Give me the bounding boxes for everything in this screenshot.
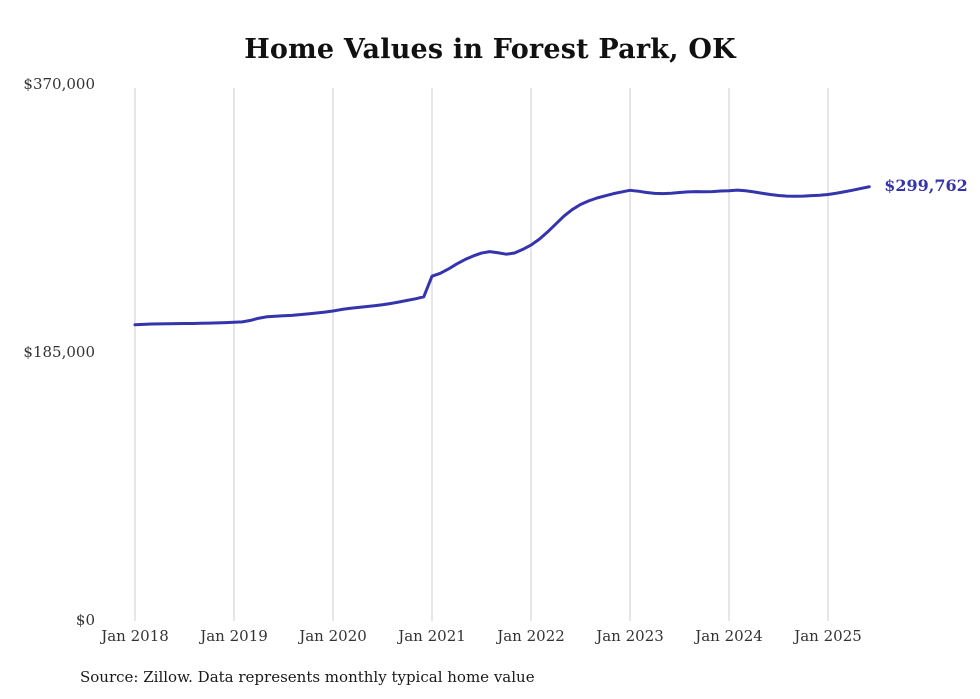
x-axis-tick-label: Jan 2019 [200, 627, 268, 645]
x-axis-tick-label: Jan 2025 [794, 627, 862, 645]
y-axis-tick-label: $370,000 [23, 75, 95, 93]
source-note: Source: Zillow. Data represents monthly … [80, 668, 535, 686]
x-axis-tick-label: Jan 2023 [596, 627, 664, 645]
y-axis: $370,000 $185,000 $0 [0, 0, 95, 699]
x-axis-tick-label: Jan 2022 [497, 627, 565, 645]
value-line [133, 185, 871, 327]
x-axis-tick-label: Jan 2024 [695, 627, 763, 645]
x-axis-tick-label: Jan 2021 [398, 627, 466, 645]
y-axis-tick-label: $0 [75, 611, 95, 629]
x-axis-tick-label: Jan 2018 [101, 627, 169, 645]
x-axis: Jan 2018 Jan 2019 Jan 2020 Jan 2021 Jan 2022… [0, 627, 980, 649]
x-axis-tick-label: Jan 2020 [299, 627, 367, 645]
y-axis-tick-label: $185,000 [23, 343, 95, 361]
chart-title: Home Values in Forest Park, OK [244, 34, 736, 65]
current-value-label: $299,762 [884, 175, 968, 195]
